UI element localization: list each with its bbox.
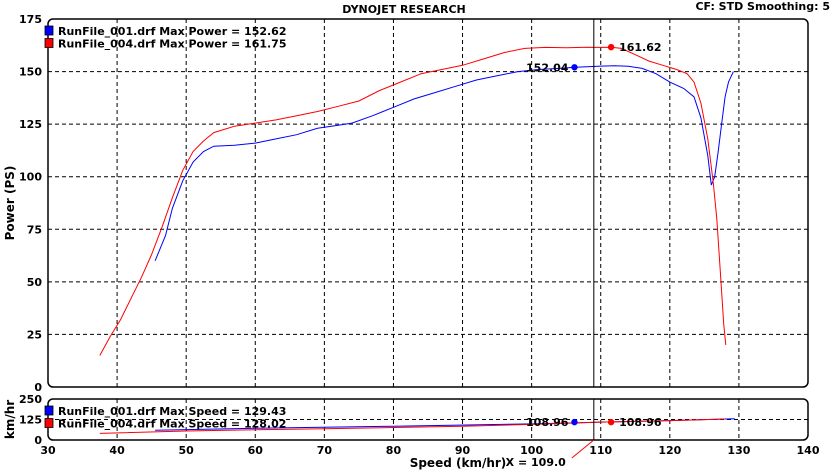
x-tick-label: 130 (727, 444, 750, 457)
y-axis-title: Power (PS) (3, 166, 17, 241)
cursor-pointer-line (571, 439, 595, 459)
x-tick-label: 120 (658, 444, 681, 457)
plot-frame (47, 18, 809, 388)
value-marker-2 (607, 43, 615, 51)
y-tick-label: 50 (27, 276, 43, 289)
y-axis-title: km/hr (3, 400, 17, 439)
x-tick-label: 30 (40, 444, 56, 457)
value-marker-label-1: 152.04 (526, 61, 569, 74)
y-tick-label: 125 (19, 118, 42, 131)
value-marker-2 (607, 418, 615, 426)
y-tick-label: 250 (19, 393, 42, 406)
value-marker-1 (571, 418, 578, 426)
x-tick-label: 50 (179, 444, 195, 457)
legend-swatch-2 (44, 418, 54, 428)
series-line-2 (99, 418, 726, 434)
value-marker-label-1: 108.96 (526, 416, 569, 429)
x-tick-label: 90 (455, 444, 471, 457)
legend-entry-2: RunFile_004.drf Max Speed = 128.02 (58, 418, 286, 431)
plot-area: 0 25 50 75 100 125 150 175 Power (PS) 152.04 161.6… (3, 13, 820, 470)
chart-header-info: CF: STD Smoothing: 5 (695, 0, 830, 13)
series-line-1 (154, 65, 734, 261)
y-tick-label: 0 (34, 434, 42, 447)
x-tick-label: 80 (386, 444, 402, 457)
y-tick-label: 125 (19, 414, 42, 427)
chart-panel-2: 0 125 250 30 40 50 60 70 80 90 100 110 120 130 140 Spee… (3, 393, 820, 470)
legend-entry-1: RunFile_001.drf Max Speed = 129.43 (58, 405, 286, 418)
value-marker-label-2: 161.62 (619, 41, 661, 54)
legend-entry-2: RunFile_004.drf Max Power = 161.75 (58, 38, 287, 51)
x-tick-label: 100 (520, 444, 543, 457)
x-tick-label: 60 (248, 444, 264, 457)
chart-header-title: DYNOJET RESEARCH (342, 3, 465, 16)
y-tick-label: 175 (19, 13, 42, 26)
legend-swatch-1 (44, 405, 54, 416)
x-tick-label: 140 (797, 444, 820, 457)
x-axis-title: Speed (km/hr) (410, 456, 507, 470)
y-tick-label: 0 (34, 381, 42, 394)
x-tick-label: 110 (589, 444, 612, 457)
x-tick-label: 40 (109, 444, 125, 457)
legend-entry-1: RunFile_001.drf Max Power = 152.62 (58, 25, 287, 38)
y-tick-label: 100 (19, 171, 42, 184)
x-tick-label: 70 (317, 444, 333, 457)
value-marker-1 (571, 64, 578, 71)
legend-swatch-2 (44, 38, 54, 48)
y-tick-label: 150 (19, 66, 42, 79)
value-marker-label-2: 108.96 (619, 416, 662, 429)
series-line-2 (99, 46, 727, 356)
y-tick-label: 25 (27, 328, 42, 341)
y-tick-label: 75 (27, 223, 42, 236)
legend-swatch-1 (44, 25, 54, 36)
cursor-readout: X = 109.0 (506, 456, 566, 469)
chart-panel-1: 0 25 50 75 100 125 150 175 Power (PS) 152.04 161.6… (3, 13, 809, 394)
